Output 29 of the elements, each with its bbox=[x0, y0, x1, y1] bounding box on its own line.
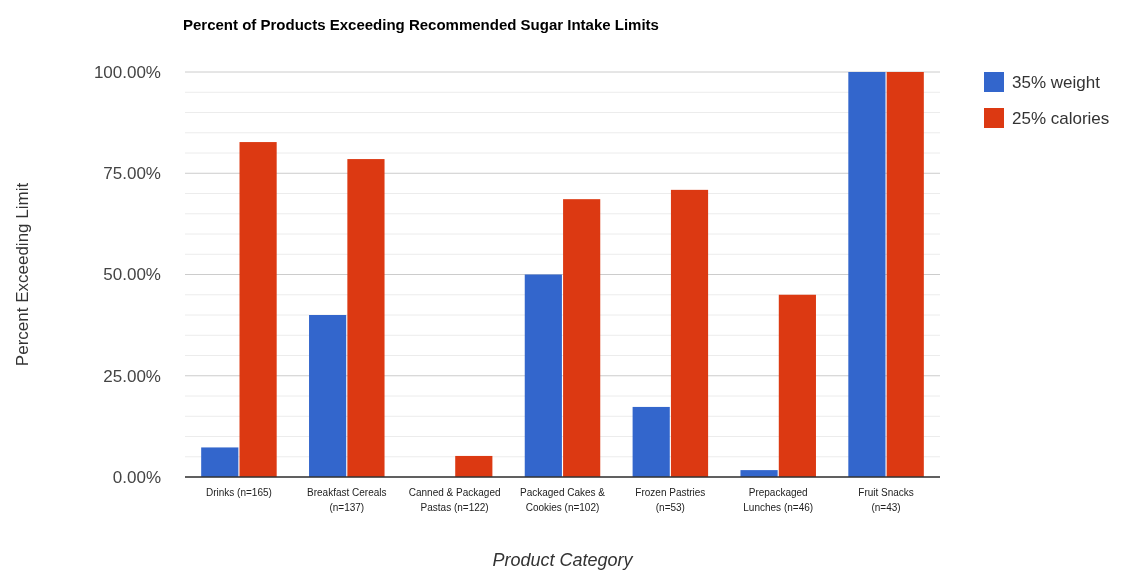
bar bbox=[670, 189, 709, 477]
bar bbox=[886, 72, 924, 477]
bar bbox=[524, 274, 562, 477]
bar bbox=[309, 315, 347, 477]
y-tick-label: 25.00% bbox=[103, 366, 161, 386]
x-tick-label: Fruit Snacks (n=43) bbox=[858, 487, 914, 513]
bar bbox=[563, 199, 601, 477]
x-tick-label: Breakfast Cereals (n=137) bbox=[307, 487, 387, 513]
y-tick-label: 0.00% bbox=[112, 467, 161, 487]
legend-label: 35% weight bbox=[1012, 72, 1101, 92]
y-axis-title: Percent Exceeding Limit bbox=[13, 182, 32, 367]
y-tick-label: 75.00% bbox=[103, 164, 161, 184]
bar bbox=[455, 455, 493, 477]
x-tick-label: Frozen Pastries (n=53) bbox=[635, 487, 706, 513]
x-tick-label: Canned & Packaged Pastas (n=122) bbox=[408, 487, 501, 513]
x-tick-label: Packaged Cakes & Cookies (n=102) bbox=[519, 487, 606, 513]
y-tick-label: 100.00% bbox=[93, 62, 161, 82]
bar bbox=[848, 72, 886, 477]
chart-title: Percent of Products Exceeding Recommended Sugar Intake Limits bbox=[183, 16, 659, 33]
bar bbox=[347, 159, 385, 477]
x-tick-label: Drinks (n=165) bbox=[206, 487, 272, 498]
bar bbox=[239, 142, 277, 477]
bar bbox=[201, 447, 239, 477]
bar bbox=[632, 406, 670, 477]
bar bbox=[778, 294, 816, 477]
x-axis-title: Product Category bbox=[492, 550, 634, 570]
x-tick-label: Prepackaged Lunches (n=46) bbox=[743, 487, 814, 513]
y-tick-label: 50.00% bbox=[103, 265, 161, 285]
legend-label: 25% calories bbox=[1012, 108, 1110, 128]
